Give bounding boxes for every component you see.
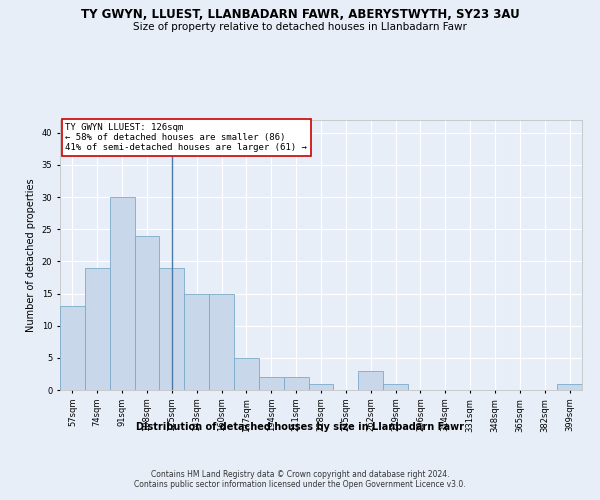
Y-axis label: Number of detached properties: Number of detached properties xyxy=(26,178,36,332)
Bar xyxy=(209,294,234,390)
Bar xyxy=(284,377,308,390)
Text: Contains HM Land Registry data © Crown copyright and database right 2024.
Contai: Contains HM Land Registry data © Crown c… xyxy=(134,470,466,490)
Text: Distribution of detached houses by size in Llanbadarn Fawr: Distribution of detached houses by size … xyxy=(136,422,464,432)
Bar xyxy=(110,197,134,390)
Bar xyxy=(234,358,259,390)
Bar xyxy=(308,384,334,390)
Bar xyxy=(358,370,383,390)
Bar xyxy=(184,294,209,390)
Bar xyxy=(259,377,284,390)
Text: TY GWYN, LLUEST, LLANBADARN FAWR, ABERYSTWYTH, SY23 3AU: TY GWYN, LLUEST, LLANBADARN FAWR, ABERYS… xyxy=(80,8,520,20)
Bar xyxy=(160,268,184,390)
Bar xyxy=(383,384,408,390)
Text: Size of property relative to detached houses in Llanbadarn Fawr: Size of property relative to detached ho… xyxy=(133,22,467,32)
Bar xyxy=(60,306,85,390)
Bar xyxy=(134,236,160,390)
Text: TY GWYN LLUEST: 126sqm
← 58% of detached houses are smaller (86)
41% of semi-det: TY GWYN LLUEST: 126sqm ← 58% of detached… xyxy=(65,122,307,152)
Bar xyxy=(85,268,110,390)
Bar xyxy=(557,384,582,390)
